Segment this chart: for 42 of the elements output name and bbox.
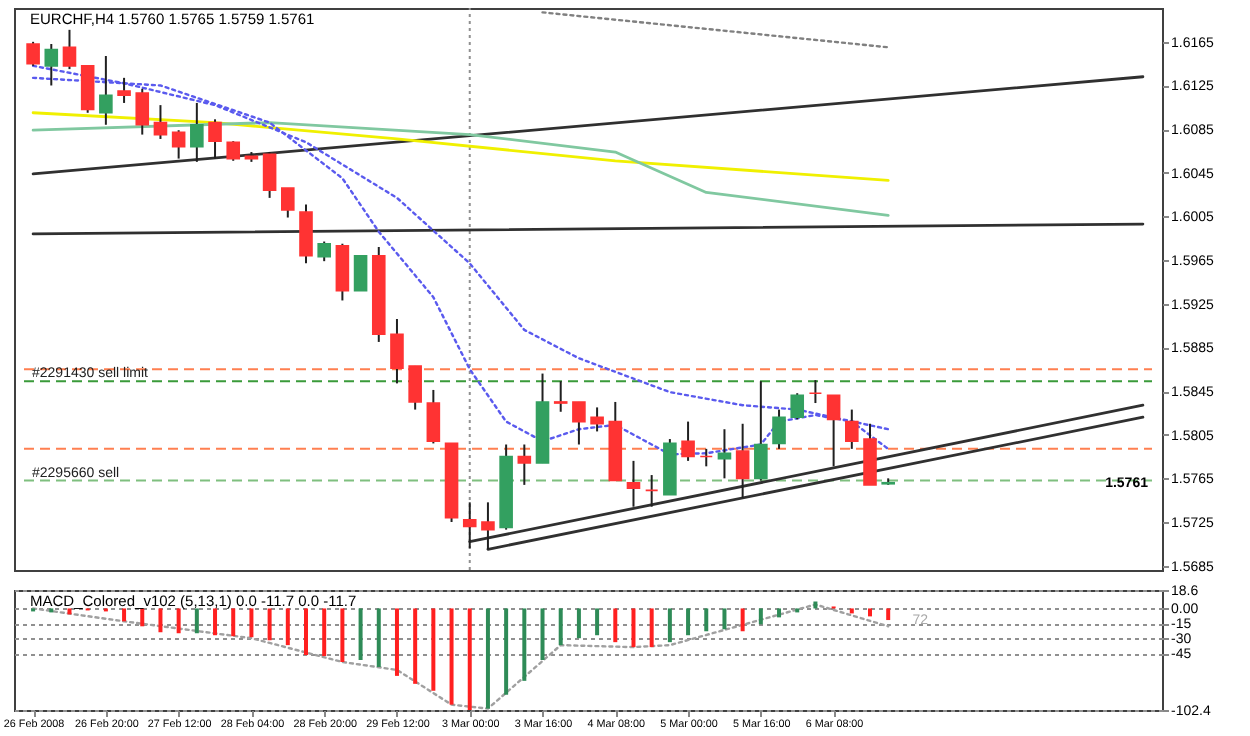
candlestick xyxy=(426,388,441,445)
line-series xyxy=(31,111,890,182)
candlestick xyxy=(681,420,695,462)
candlestick xyxy=(754,380,768,482)
candlestick xyxy=(62,28,77,71)
candlestick xyxy=(572,400,586,446)
candlestick xyxy=(553,380,568,413)
candlestick xyxy=(353,254,368,292)
candlestick xyxy=(626,459,641,508)
candlestick xyxy=(317,240,331,263)
candlestick xyxy=(826,394,841,468)
candlestick xyxy=(171,129,186,160)
candlestick xyxy=(644,474,659,508)
candlestick xyxy=(863,422,877,486)
candlestick xyxy=(717,428,732,480)
candlestick xyxy=(462,501,477,550)
candlestick xyxy=(517,443,532,486)
candlestick xyxy=(390,318,404,385)
candlestick xyxy=(299,203,313,265)
candlestick xyxy=(335,242,350,302)
candlestick xyxy=(790,392,805,421)
candlestick xyxy=(153,104,168,140)
candlestick xyxy=(99,55,113,126)
candlestick xyxy=(226,140,241,162)
candlestick xyxy=(808,379,823,405)
candlestick xyxy=(408,364,422,411)
candlestick xyxy=(735,422,750,499)
candlestick xyxy=(80,64,95,114)
candlestick xyxy=(135,87,150,136)
candlestick xyxy=(590,406,604,433)
candlestick xyxy=(281,187,295,219)
candlestick xyxy=(845,408,859,450)
candlestick xyxy=(208,118,222,160)
candlestick xyxy=(772,408,786,450)
candlestick xyxy=(26,40,40,67)
candlestick xyxy=(699,447,714,468)
candlestick xyxy=(262,151,277,199)
candlestick xyxy=(44,43,59,87)
candlestick xyxy=(190,101,204,163)
candlestick xyxy=(117,76,131,104)
line-series xyxy=(31,121,890,217)
candlestick xyxy=(481,501,495,551)
